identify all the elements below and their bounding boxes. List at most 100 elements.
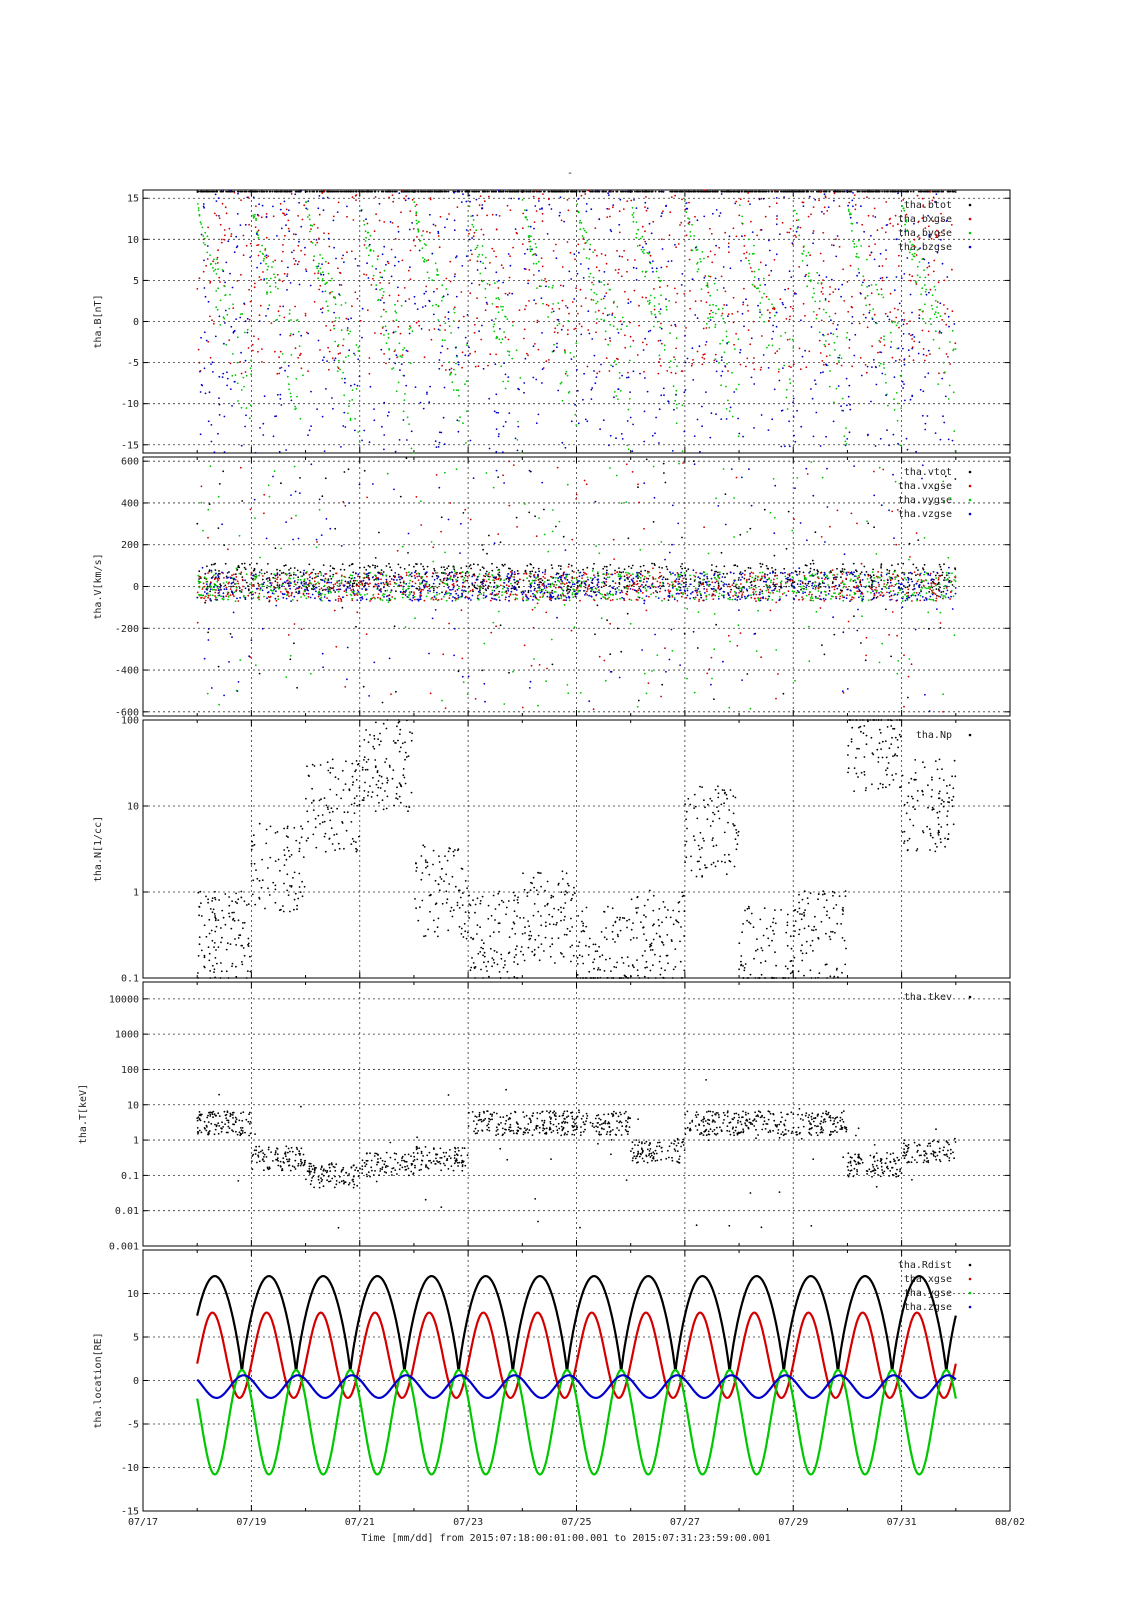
- data-point: [635, 190, 638, 193]
- data-point: [476, 269, 479, 271]
- data-point: [886, 581, 889, 584]
- data-point: [758, 198, 761, 201]
- data-point: [347, 468, 350, 471]
- panel-2: -600-400-2000200400600tha.V[km/s]tha.vto…: [93, 456, 1011, 718]
- data-point: [350, 317, 352, 320]
- data-point: [454, 575, 457, 577]
- data-point: [586, 594, 589, 596]
- data-point: [292, 233, 295, 236]
- data-point: [296, 569, 299, 572]
- data-point: [212, 260, 215, 263]
- data-point: [218, 215, 220, 217]
- data-point: [936, 306, 938, 308]
- data-point: [932, 338, 935, 341]
- data-point: [796, 409, 798, 412]
- data-point: [363, 244, 366, 246]
- data-point: [343, 261, 345, 263]
- data-point: [437, 190, 439, 193]
- data-point: [896, 322, 899, 324]
- data-point: [575, 589, 578, 591]
- data-point: [859, 357, 862, 359]
- data-point: [245, 190, 248, 193]
- data-point: [355, 194, 358, 196]
- data-point: [405, 349, 408, 352]
- data-point: [833, 633, 836, 636]
- data-point: [206, 258, 209, 260]
- data-point: [339, 352, 341, 355]
- data-point: [222, 189, 225, 192]
- data-point: [274, 281, 277, 284]
- data-point: [543, 190, 546, 193]
- data-point: [867, 214, 870, 217]
- data-point: [880, 337, 882, 339]
- data-point: [942, 590, 945, 593]
- data-point: [888, 318, 891, 321]
- data-point: [211, 319, 213, 322]
- data-point: [798, 234, 801, 237]
- data-point: [307, 200, 310, 203]
- data-point: [859, 581, 862, 584]
- data-point: [445, 369, 447, 371]
- data-point: [832, 577, 835, 579]
- data-point: [627, 376, 630, 379]
- data-point: [465, 229, 468, 231]
- data-point: [851, 295, 853, 298]
- data-point: [761, 296, 763, 299]
- data-point: [415, 496, 418, 498]
- data-point: [393, 625, 396, 628]
- data-point: [381, 253, 384, 256]
- data-point: [691, 249, 694, 252]
- data-point: [838, 245, 841, 248]
- data-point: [913, 255, 916, 258]
- data-point: [931, 586, 934, 589]
- data-point: [675, 246, 677, 249]
- data-point: [240, 406, 243, 409]
- data-point: [762, 277, 765, 280]
- data-point: [899, 444, 902, 447]
- data-point: [223, 229, 226, 231]
- data-point: [229, 293, 231, 296]
- data-point: [844, 444, 847, 447]
- data-point: [260, 216, 263, 219]
- data-point: [287, 209, 290, 212]
- data-point: [293, 642, 295, 645]
- data-point: [669, 332, 671, 335]
- data-point: [364, 240, 367, 242]
- legend-label: tha.vygse: [898, 495, 952, 506]
- data-point: [881, 372, 884, 375]
- data-point: [257, 338, 260, 340]
- data-point: [893, 307, 896, 310]
- data-point: [630, 199, 633, 202]
- data-point: [718, 246, 721, 249]
- data-point: [892, 225, 894, 227]
- data-point: [738, 204, 741, 207]
- data-point: [871, 190, 873, 193]
- data-point: [582, 568, 584, 571]
- data-point: [647, 577, 650, 580]
- data-point: [447, 565, 450, 568]
- data-point: [647, 252, 650, 255]
- data-point: [387, 336, 390, 339]
- data-point: [609, 189, 611, 192]
- data-point: [247, 585, 249, 588]
- data-point: [444, 339, 446, 342]
- data-point: [603, 565, 606, 568]
- data-point: [581, 577, 583, 579]
- data-point: [310, 588, 313, 590]
- data-point: [790, 276, 793, 278]
- data-point: [466, 579, 469, 582]
- data-point: [902, 387, 904, 389]
- data-point: [721, 339, 724, 342]
- data-point: [741, 215, 744, 218]
- data-point: [326, 281, 328, 284]
- data-point: [644, 240, 647, 243]
- data-point: [943, 229, 945, 231]
- data-point: [713, 359, 716, 362]
- data-point: [429, 213, 431, 216]
- data-point: [260, 190, 263, 193]
- data-point: [555, 525, 557, 528]
- data-point: [685, 327, 687, 329]
- data-point: [318, 582, 321, 585]
- data-point: [893, 376, 896, 378]
- data-point: [776, 350, 779, 352]
